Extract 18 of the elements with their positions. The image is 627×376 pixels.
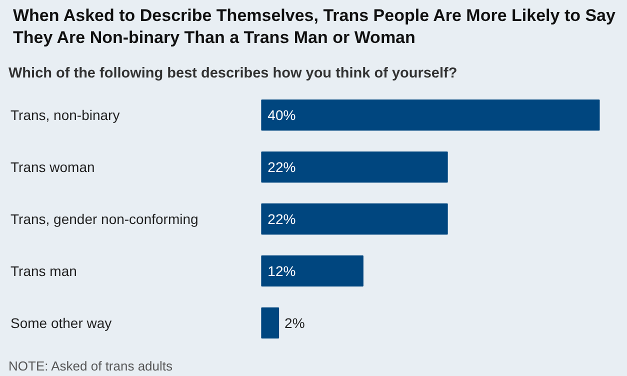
bar: [261, 100, 600, 131]
data-label: 2%: [284, 314, 305, 331]
y-tick-label: Trans woman: [10, 159, 95, 176]
y-tick-label: Trans, gender non-conforming: [10, 211, 198, 227]
chart-title: When Asked to Describe Themselves, Trans People Are More Likely to Say They Are Non-binary Than a Trans Man or Woman: [13, 5, 616, 49]
data-label: 40%: [268, 107, 296, 124]
data-label: 22%: [268, 211, 296, 227]
y-tick-label: Trans, non-binary: [10, 107, 120, 124]
bar: [261, 307, 280, 338]
data-label: 22%: [268, 159, 296, 176]
bar: [261, 151, 448, 183]
chart-subtitle: Which of the following best describes how you think of yourself?: [8, 66, 458, 82]
y-tick-label: Trans man: [10, 262, 77, 279]
bar: [261, 203, 448, 235]
y-tick-label: Some other way: [10, 314, 112, 331]
data-label: 12%: [268, 262, 296, 279]
text: NOTE: Asked of trans adults: [8, 358, 174, 374]
bar: [261, 255, 364, 287]
